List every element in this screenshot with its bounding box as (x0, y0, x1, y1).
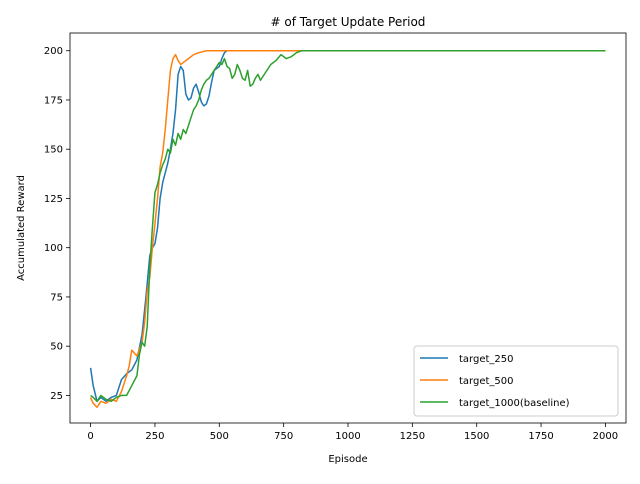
x-axis-label: Episode (328, 454, 367, 465)
x-tick-label: 1250 (400, 431, 425, 442)
y-axis-ticks: 25 50 75 100 125 150 175 200 (44, 46, 70, 402)
y-tick-label: 150 (44, 145, 63, 156)
x-tick-label: 750 (274, 431, 293, 442)
x-tick-label: 1500 (464, 431, 489, 442)
chart-title: # of Target Update Period (271, 15, 426, 29)
legend-label-target-500: target_500 (459, 376, 514, 387)
y-tick-label: 200 (44, 46, 63, 57)
x-tick-label: 1000 (335, 431, 360, 442)
x-tick-label: 0 (87, 431, 93, 442)
x-tick-label: 500 (210, 431, 229, 442)
x-tick-label: 2000 (593, 431, 618, 442)
y-tick-label: 75 (50, 292, 63, 303)
x-axis-ticks: 0 250 500 750 1000 1250 1500 1750 2000 (87, 423, 618, 442)
x-tick-label: 1750 (528, 431, 553, 442)
y-tick-label: 100 (44, 243, 63, 254)
series-lines (89, 49, 606, 408)
legend-label-target-250: target_250 (459, 354, 514, 365)
y-axis-label: Accumulated Reward (16, 175, 27, 281)
series-line-target-500 (89, 49, 606, 408)
y-tick-label: 50 (50, 342, 63, 353)
x-tick-label: 250 (145, 431, 164, 442)
series-line-target-1000-baseline (90, 49, 606, 403)
legend-label-target-1000-baseline: target_1000(baseline) (459, 398, 570, 409)
y-tick-label: 175 (44, 95, 63, 106)
series-line-target-250 (89, 49, 606, 403)
legend: target_250 target_500 target_1000(baseli… (413, 345, 619, 417)
legend-box (413, 345, 619, 417)
y-tick-label: 25 (50, 391, 63, 402)
y-tick-label: 125 (44, 194, 63, 205)
